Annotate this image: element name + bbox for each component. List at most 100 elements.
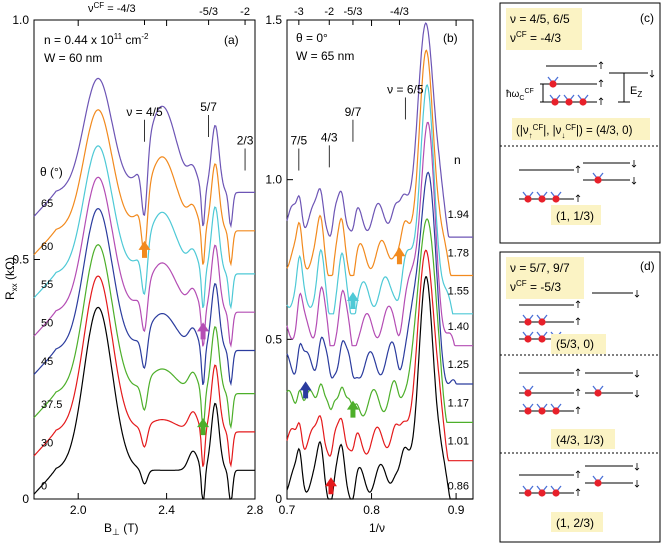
- y-tick-label: 0: [275, 492, 282, 506]
- fermion-dot: [524, 318, 532, 326]
- spin-down-icon: [634, 290, 640, 298]
- panel-b-curves: [286, 22, 473, 500]
- arrow-marker: [346, 292, 359, 310]
- x-tick-label: 2.4: [158, 503, 175, 517]
- panel-a-density: n = 0.44 x 1011 cm-2: [44, 32, 149, 47]
- fermion-dot: [594, 479, 602, 487]
- spin-down-icon: [634, 370, 640, 378]
- fermion-dot: [538, 335, 546, 343]
- fermion-dot: [538, 489, 546, 497]
- panel-b-top-ticks: -3 -2 -5/3 -4/3: [294, 6, 409, 25]
- series-label-1.40: 1.40: [448, 321, 469, 333]
- composite-fermion-icon: [550, 485, 562, 497]
- spin-up-icon: [598, 97, 604, 105]
- top-tick-label: -4/3: [390, 6, 409, 18]
- composite-fermion-icon: [592, 172, 604, 184]
- panel-a-y-axis-label: Rxx (kΩ): [3, 257, 19, 300]
- spin-down-icon: [634, 390, 640, 398]
- panel-c-hw-label: ħωCCF: [506, 88, 534, 102]
- panel-d-cf-group-3: [522, 463, 640, 497]
- panel-b-x-axis-label: 1/ν: [369, 521, 385, 535]
- panel-a-x-axis-label: B⊥ (T): [104, 521, 139, 537]
- x-tick-label: 2.8: [247, 503, 264, 517]
- panel-a-ticks: 2.0 2.4 2.8 0 0.5 1.0: [12, 13, 263, 517]
- composite-fermion-icon: [577, 94, 589, 106]
- composite-fermion-icon: [550, 403, 562, 415]
- panel-a-arrows: [138, 240, 210, 436]
- panel-b-ticks: 0.7 0.8 0.9 0 0.5 1.0 1.5: [265, 13, 464, 517]
- top-tick-label: -3: [294, 6, 304, 18]
- panel-b: 0.7 0.8 0.900.51.01.5 -3 -2 -5/3 -4/3 θ = 0° …: [265, 6, 474, 535]
- composite-fermion-icon: [522, 485, 534, 497]
- panel-d-filling: ν = 5/7, 9/7: [510, 261, 570, 275]
- fermion-dot: [524, 389, 532, 397]
- composite-fermion-icon: [522, 385, 534, 397]
- filling-label: 4/3: [321, 130, 338, 144]
- fermion-dot: [579, 98, 587, 106]
- top-tick-label: -5/3: [343, 6, 362, 18]
- panel-a-filling-markers: [144, 115, 246, 171]
- fermion-dot: [524, 195, 532, 203]
- panel-c-occupation-bg: [512, 118, 650, 140]
- series-label-1.17: 1.17: [448, 397, 469, 409]
- x-tick-label: 0.9: [448, 503, 465, 517]
- y-tick-label: 1.0: [265, 173, 282, 187]
- fermion-dot: [552, 489, 560, 497]
- panel-b-series-labels: 0.86 1.01 1.17 1.25 1.40 1.55 1.78 1.94: [448, 209, 469, 492]
- spin-down-icon: [634, 480, 640, 488]
- series-line-65: [33, 77, 255, 229]
- panel-b-filling-labels: 7/5 4/3 9/7 ν = 6/5: [290, 82, 423, 147]
- series-line-30: [33, 275, 255, 468]
- panel-c-config2-bg: [551, 205, 601, 225]
- composite-fermion-icon: [592, 385, 604, 397]
- x-tick-label: 0.7: [279, 503, 296, 517]
- panel-b-label: (b): [443, 31, 458, 45]
- spin-down-icon: [634, 463, 640, 471]
- top-tick-label: -2: [240, 6, 250, 18]
- spin-up-icon: [575, 388, 581, 396]
- panel-c-occupation: (|ν↑CF|, |ν↓CF|) = (4/3, 0): [516, 123, 633, 140]
- panel-a-top-ticks: -5/3 -2: [144, 6, 250, 25]
- spin-up-icon: [575, 488, 581, 496]
- panel-d-config2-bg: [551, 429, 615, 449]
- panel-c-ez-label: EZ: [630, 85, 642, 99]
- y-tick-label: 1.0: [12, 13, 29, 27]
- panel-c-cf-group-1: [547, 76, 589, 106]
- series-label-1.78: 1.78: [448, 247, 469, 259]
- composite-fermion-icon: [549, 94, 561, 106]
- fermion-dot: [565, 98, 573, 106]
- panel-b-frame: [286, 19, 474, 500]
- panel-b-filling-markers: [298, 97, 406, 171]
- panel-a-series-labels: 0 30 37.5 45 50 55 60 65: [41, 198, 62, 493]
- panel-c-nu-cf: νCF = -4/3: [510, 30, 561, 45]
- series-line-0.86: [286, 276, 473, 500]
- panel-a-filling-labels: ν = 4/5 5/7 2/3: [126, 100, 253, 148]
- panel-d-config3-label: (1, 2/3): [556, 516, 594, 530]
- spin-up-icon: [575, 194, 581, 202]
- panel-d-nu-cf: νCF = -5/3: [510, 279, 561, 294]
- arrow-marker: [346, 400, 359, 418]
- fermion-dot: [538, 195, 546, 203]
- series-line-1.40: [286, 121, 473, 347]
- panel-a-width: W = 60 nm: [44, 51, 102, 65]
- arrow-marker: [393, 247, 406, 265]
- series-line-55: [33, 145, 255, 310]
- spin-down-icon: [631, 160, 637, 168]
- filling-label: ν = 6/5: [387, 82, 424, 96]
- x-tick-label: 2.0: [70, 503, 87, 517]
- arrow-marker: [197, 322, 210, 340]
- composite-fermion-icon: [536, 191, 548, 203]
- series-line-1.55: [286, 84, 473, 315]
- composite-fermion-icon: [547, 76, 559, 88]
- composite-fermion-icon: [536, 314, 548, 326]
- filling-label: 2/3: [237, 134, 254, 148]
- panel-d-config3-bg: [551, 512, 603, 532]
- series-label-60: 60: [41, 241, 53, 253]
- y-tick-label: 0: [22, 492, 29, 506]
- arrow-marker: [138, 240, 151, 258]
- filling-label: 5/7: [200, 100, 217, 114]
- series-label-0: 0: [41, 480, 47, 492]
- series-line-45: [33, 207, 255, 387]
- composite-fermion-icon: [522, 331, 534, 343]
